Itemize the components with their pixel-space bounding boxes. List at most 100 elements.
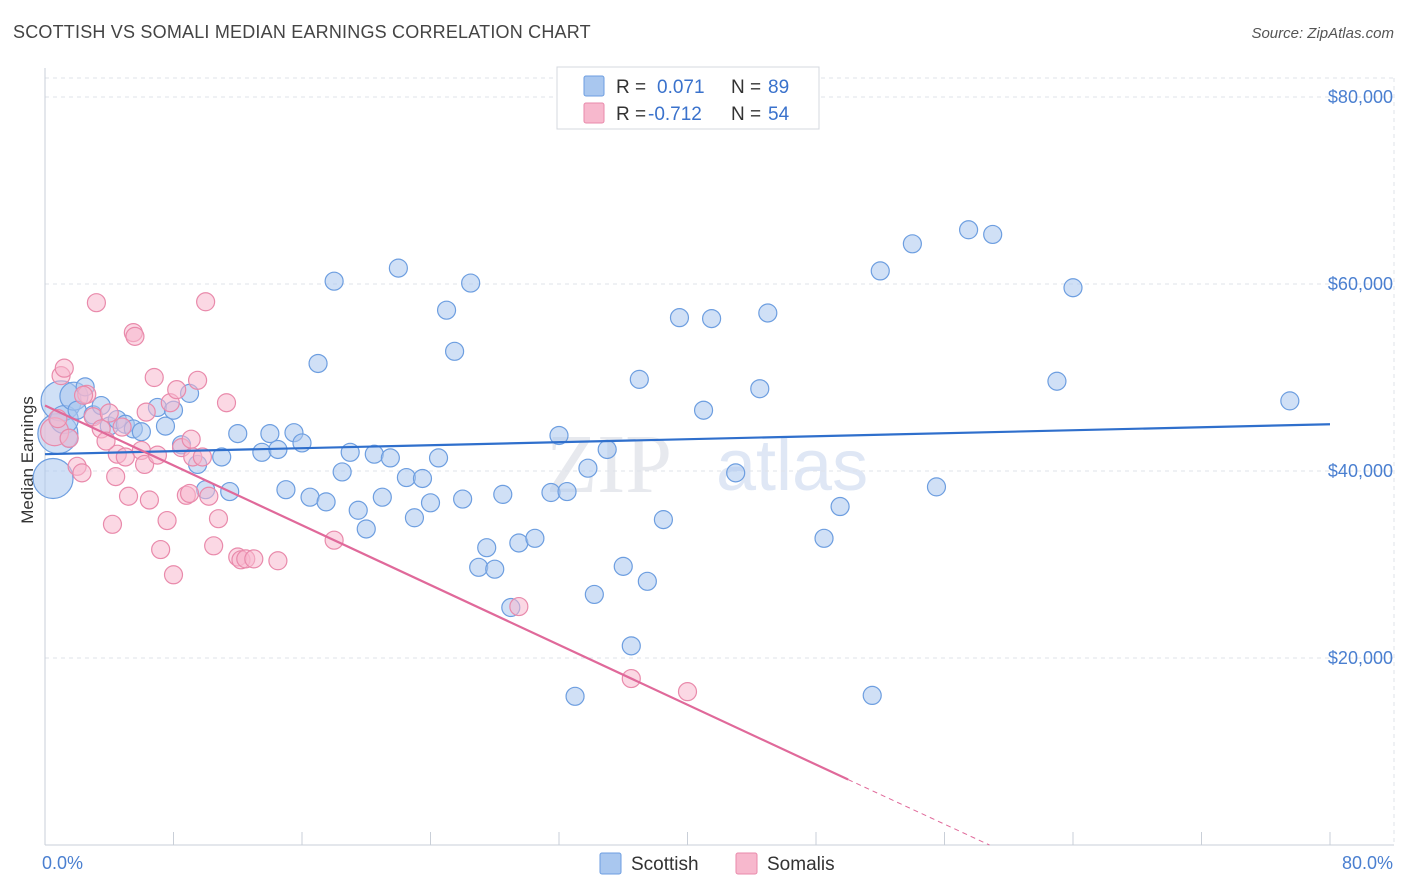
scottish-point [332,462,352,482]
y-axis-label: Median Earnings [18,396,37,524]
scottish-point [428,448,449,468]
scottish-point [578,458,598,478]
somali-point [163,565,184,585]
chart-title: SCOTTISH VS SOMALI MEDIAN EARNINGS CORRE… [13,22,591,42]
scottish-point [316,492,336,512]
scottish-point [252,442,272,462]
legend-somali-n-value: 54 [768,104,790,125]
scottish-point [584,584,604,605]
scottish-point [388,258,408,278]
somali-point [244,549,264,569]
scottish-point [420,493,441,513]
legend: R = 0.071 N = 89 R = -0.712 N = 54 [556,66,820,130]
legend-somali-r-value: -0.712 [648,104,702,125]
scottish-point [469,557,489,577]
somali-point [72,463,92,483]
scottish-point [477,538,497,558]
y-tick-label: $40,000 [1328,461,1393,481]
axes [44,68,1394,846]
somali-point [54,358,74,378]
somali-point [204,536,224,556]
somali-point [125,326,145,346]
scottish-point [958,220,979,240]
somali-point [59,428,79,448]
scottish-point [669,308,690,328]
somali-point [151,539,171,560]
somali-point [192,447,213,467]
scottish-point [228,424,248,444]
scottish-point [308,353,328,374]
scottish-point [541,482,561,503]
scottish-point [597,439,617,460]
legend-scottish-swatch [583,75,605,97]
scottish-point [525,528,545,548]
scottish-point [814,528,834,548]
scottish-point [380,448,400,468]
scottish-point [750,379,770,399]
somali-point [199,486,219,506]
bottom-legend-scottish-label: Scottish [631,854,699,875]
legend-scottish-r-value: 0.071 [657,77,705,98]
bottom-legend: Scottish Somalis [599,852,835,875]
bottom-legend-somali-swatch [735,852,758,875]
y-tick-label: $80,000 [1328,87,1393,107]
scottish-point [693,400,714,420]
scottish-point [372,487,392,507]
scottish-point [726,463,746,483]
scottish-point [260,424,280,444]
scottish-point [324,271,344,291]
somali-point [136,402,156,422]
y-tick-labels: $20,000 $40,000 $60,000 $80,000 [1328,87,1393,668]
scottish-point [926,477,947,497]
somali-point [677,682,698,702]
scottish-point [862,685,882,706]
scottish-trend-line [44,423,1331,456]
scottish-point [300,487,320,507]
scottish-point [557,481,577,502]
bottom-legend-somali-label: Somalis [767,854,835,875]
y-tick-label: $60,000 [1328,274,1393,294]
somali-point [268,551,288,571]
trend-lines [44,404,1331,846]
bottom-legend-scottish-swatch [599,852,622,875]
x-tick-labels: 0.0% 80.0% [42,853,1393,873]
chart-source: Source: ZipAtlas.com [1251,25,1394,42]
somali-point [187,370,208,390]
somali-point [115,447,135,467]
somali-point [196,292,216,312]
scottish-point [701,308,722,329]
somali-point [208,509,229,529]
somali-point [99,403,119,423]
somali-point [216,393,237,413]
scottish-point [902,234,922,254]
somali-point [73,385,94,405]
somali-point [102,514,123,534]
somali-trend-line [44,404,849,781]
scottish-point [493,484,513,504]
scottish-point [870,261,890,281]
y-tick-label: $20,000 [1328,648,1393,668]
somali-point [157,510,177,531]
scottish-point [348,500,368,520]
scottish-point [653,510,674,530]
scottish-point [32,457,74,500]
somali-point [112,417,132,437]
somali-point [167,380,187,400]
scottish-point [436,300,457,320]
series-somalis [40,292,698,702]
scottish-point [444,341,465,361]
scottish-point [830,496,850,517]
x-tick-label-max: 80.0% [1342,853,1393,873]
somali-point [139,490,160,510]
scottish-point [637,571,657,591]
somali-point [179,483,200,504]
somali-point [144,367,164,388]
scottish-point [629,369,649,389]
legend-scottish-r-label: R = [616,77,646,98]
somali-point [86,293,107,313]
scottish-point [155,416,176,436]
legend-scottish-n-label: N = [731,77,761,98]
scottish-point [565,686,585,706]
scottish-point [364,444,384,464]
somali-point [134,454,155,475]
